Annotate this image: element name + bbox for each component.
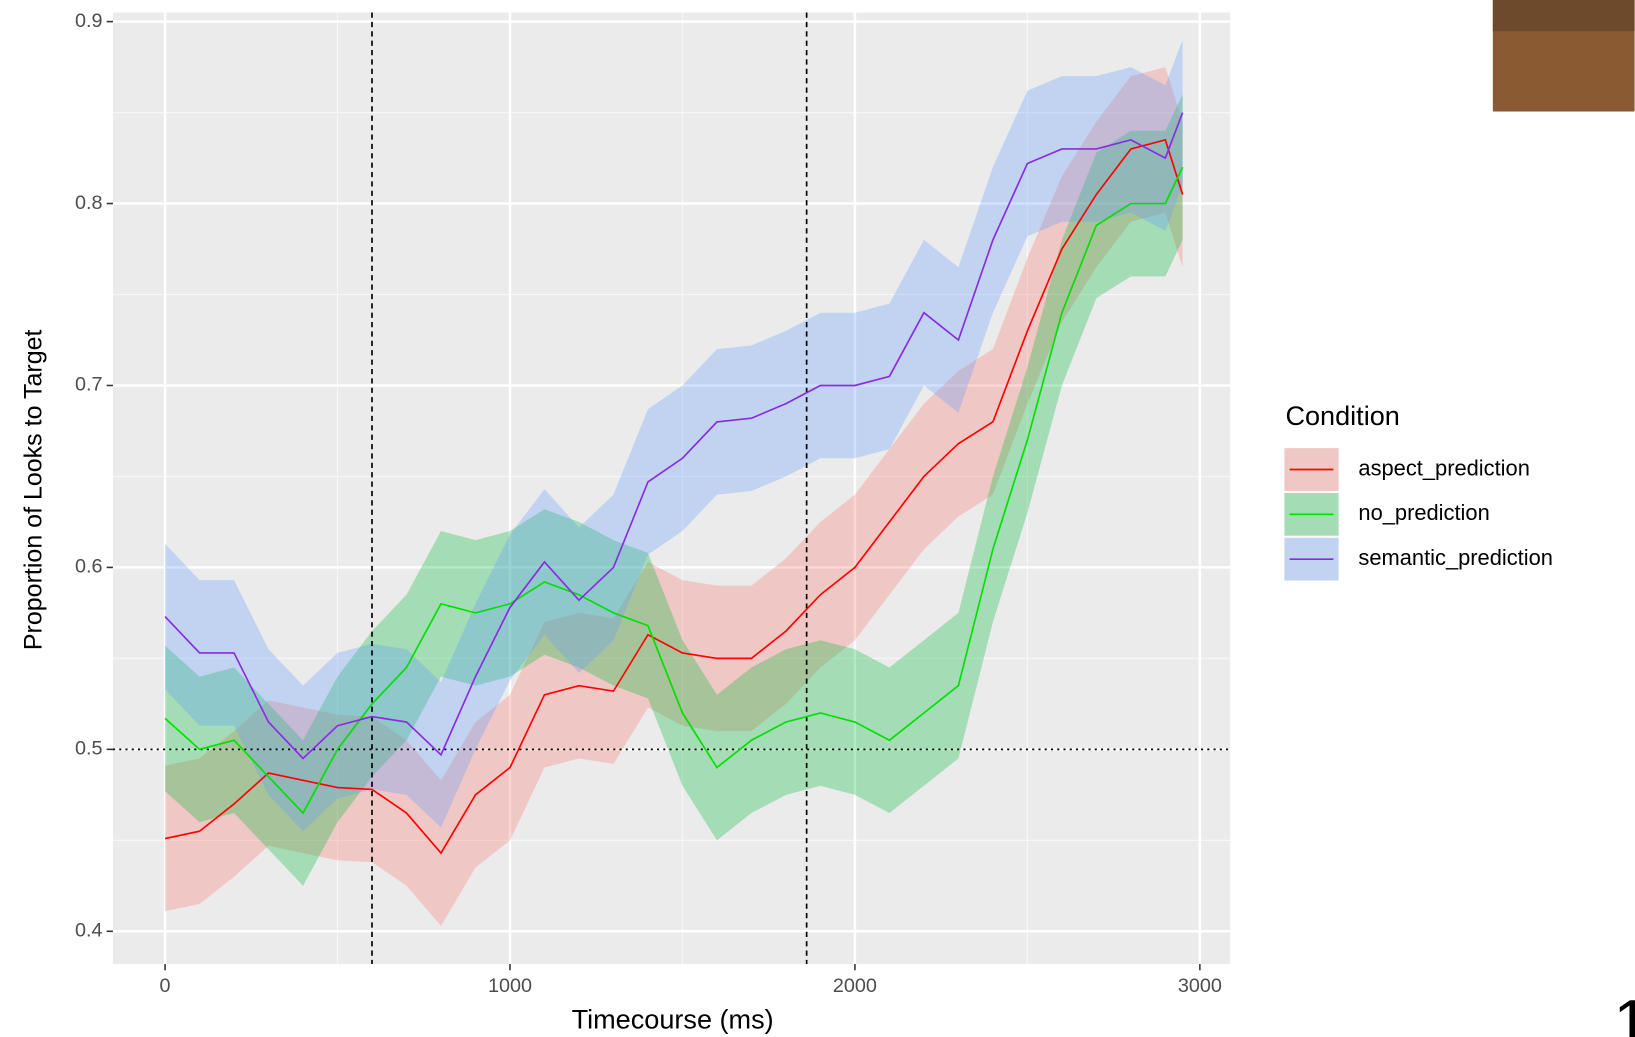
y-tick-label: 0.9	[75, 10, 103, 32]
y-tick-label: 0.8	[75, 192, 103, 214]
y-tick-label: 0.4	[75, 920, 103, 942]
x-tick-label: 1000	[488, 975, 532, 997]
y-tick-label: 0.7	[75, 374, 103, 396]
y-tick-label: 0.5	[75, 738, 103, 760]
legend-title: Condition	[1285, 400, 1399, 431]
x-tick-label: 3000	[1178, 975, 1222, 997]
y-tick-label: 0.6	[75, 556, 103, 578]
x-tick-label: 2000	[833, 975, 877, 997]
photo-shadow	[1493, 0, 1635, 31]
legend-label: semantic_prediction	[1358, 545, 1553, 570]
page-number: 1	[1614, 987, 1635, 1037]
legend-label: aspect_prediction	[1358, 455, 1529, 480]
y-axis-label: Proportion of Looks to Target	[19, 330, 47, 651]
x-tick-label: 0	[160, 975, 171, 997]
x-axis-label: Timecourse (ms)	[572, 1004, 774, 1035]
legend: aspect_prediction no_prediction semantic_p…	[1284, 448, 1553, 580]
chart: 0 1000 2000 3000 0.4 0.5 0.6 0.7 0.8 0.9 Timecour…	[0, 0, 1635, 1037]
page: 0 1000 2000 3000 0.4 0.5 0.6 0.7 0.8 0.9 Timecour…	[0, 0, 1635, 1037]
legend-label: no_prediction	[1358, 500, 1489, 525]
